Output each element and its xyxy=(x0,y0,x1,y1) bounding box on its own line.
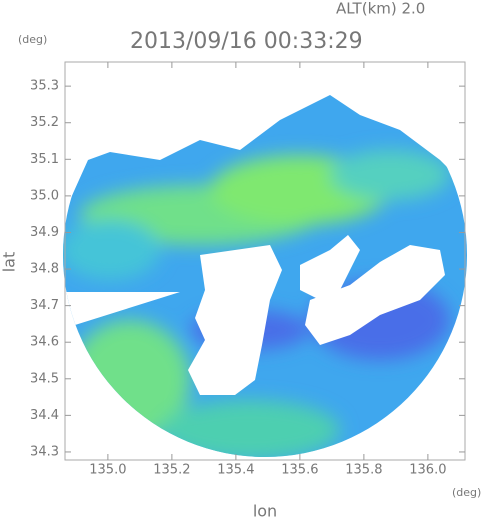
timestamp: 2013/09/16 00:33:29 xyxy=(130,29,363,54)
x-tick-label: 135.4 xyxy=(217,463,254,478)
altitude: ALT(km) 2.0 xyxy=(336,0,425,18)
x-unit: (deg) xyxy=(452,486,481,499)
y-tick-label: 34.5 xyxy=(30,371,59,386)
x-label: lon xyxy=(253,502,277,521)
y-tick-label: 34.8 xyxy=(30,262,59,277)
y-tick-label: 34.3 xyxy=(30,444,59,459)
y-tick-label: 35.1 xyxy=(30,152,59,167)
plot-frame xyxy=(64,61,466,461)
x-tick-label: 135.8 xyxy=(345,463,382,478)
y-tick-label: 35.0 xyxy=(30,188,59,203)
x-tick-label: 135.6 xyxy=(281,463,318,478)
y-unit: (deg) xyxy=(18,33,47,46)
y-tick-label: 34.9 xyxy=(30,225,59,240)
x-tick-label: 136.0 xyxy=(409,463,446,478)
radar-echo xyxy=(63,95,467,457)
y-tick-label: 34.6 xyxy=(30,335,59,350)
y-tick-label: 34.4 xyxy=(30,408,59,423)
y-tick-label: 34.7 xyxy=(30,298,59,313)
y-label: lat xyxy=(0,252,19,273)
y-tick-label: 35.3 xyxy=(30,79,59,94)
x-tick-label: 135.2 xyxy=(153,463,190,478)
y-tick-label: 35.2 xyxy=(30,115,59,130)
x-tick-label: 135.0 xyxy=(89,463,126,478)
